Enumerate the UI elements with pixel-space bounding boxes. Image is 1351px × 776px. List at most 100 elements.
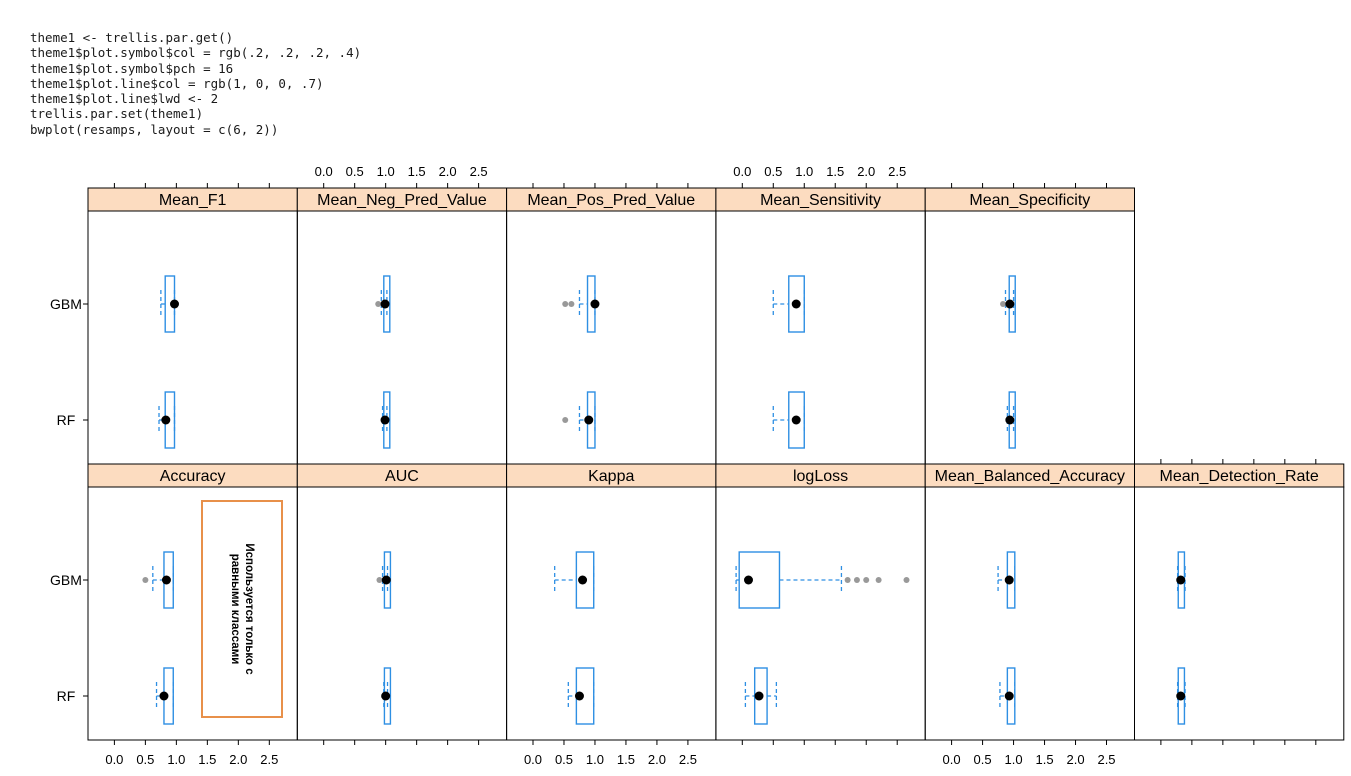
x-tick-label: 1.0 xyxy=(1005,752,1023,767)
x-tick-label: 0.5 xyxy=(136,752,154,767)
outlier-point xyxy=(853,577,860,583)
median-dot xyxy=(743,575,753,585)
median-dot xyxy=(754,691,764,701)
median-dot xyxy=(380,415,390,425)
category-label: RF xyxy=(57,412,76,428)
x-tick-label: 2.5 xyxy=(470,164,488,179)
x-tick-label: 0.0 xyxy=(315,164,333,179)
box xyxy=(788,391,805,449)
annotation-text: Используется только с равными классами xyxy=(228,509,256,709)
median-dot xyxy=(584,415,594,425)
median-dot xyxy=(381,575,391,585)
outlier-point xyxy=(844,577,851,583)
annotation-box xyxy=(201,500,283,718)
annotation-line: Используется только с xyxy=(243,543,255,675)
median-dot xyxy=(1176,575,1186,585)
annotation-line: равными классами xyxy=(229,553,241,665)
x-tick-label: 1.0 xyxy=(167,752,185,767)
x-tick-label: 1.5 xyxy=(826,164,844,179)
x-tick-label: 0.0 xyxy=(733,164,751,179)
median-dot xyxy=(791,299,801,309)
x-tick-label: 2.0 xyxy=(857,164,875,179)
x-tick-label: 1.5 xyxy=(198,752,216,767)
panel-strip-label: logLoss xyxy=(793,468,848,485)
median-dot xyxy=(380,299,390,309)
box xyxy=(738,551,781,609)
median-dot xyxy=(381,691,391,701)
median-dot xyxy=(170,299,180,309)
x-tick-label: 2.5 xyxy=(260,752,278,767)
median-dot xyxy=(590,299,600,309)
panel-body xyxy=(1134,486,1345,741)
r-code-block: theme1 <- trellis.par.get() theme1$plot.s… xyxy=(30,30,361,137)
code-line: theme1$plot.line$col = rgb(1, 0, 0, .7) xyxy=(30,75,324,91)
x-tick-label: 1.5 xyxy=(1036,752,1054,767)
x-tick-label: 1.5 xyxy=(617,752,635,767)
category-label: GBM xyxy=(50,296,82,312)
median-dot xyxy=(574,691,584,701)
median-dot xyxy=(161,415,171,425)
outlier-point xyxy=(562,301,569,307)
median-dot xyxy=(1004,691,1014,701)
outlier-point xyxy=(903,577,910,583)
panel-strip-label: Mean_Pos_Pred_Value xyxy=(527,192,695,209)
panel-body xyxy=(715,486,926,741)
median-dot xyxy=(578,575,588,585)
panel-body xyxy=(296,210,508,465)
x-tick-label: 2.0 xyxy=(648,752,666,767)
outlier-point xyxy=(375,301,382,307)
x-tick-label: 2.5 xyxy=(1097,752,1115,767)
x-tick-label: 1.0 xyxy=(377,164,395,179)
median-dot xyxy=(161,575,171,585)
code-line: bwplot(resamps, layout = c(6, 2)) xyxy=(30,121,279,137)
x-tick-label: 2.0 xyxy=(229,752,247,767)
x-tick-label: 2.0 xyxy=(439,164,457,179)
median-dot xyxy=(1005,299,1015,309)
outlier-point xyxy=(863,577,870,583)
panel-strip-label: Accuracy xyxy=(160,468,226,485)
x-tick-label: 0.0 xyxy=(524,752,542,767)
x-tick-label: 2.5 xyxy=(888,164,906,179)
panel-body xyxy=(924,210,1136,465)
outlier-point xyxy=(562,417,569,423)
outlier-point xyxy=(142,577,149,583)
x-tick-label: 0.5 xyxy=(346,164,364,179)
panel-strip-label: Mean_Balanced_Accuracy xyxy=(935,468,1125,485)
code-line: theme1$plot.line$lwd <- 2 xyxy=(30,91,219,107)
panel-strip-label: Mean_Specificity xyxy=(969,192,1090,209)
x-tick-label: 0.0 xyxy=(943,752,961,767)
panel-strip-label: Mean_F1 xyxy=(159,192,227,209)
median-dot xyxy=(1004,575,1014,585)
x-tick-label: 1.0 xyxy=(795,164,813,179)
outlier-point xyxy=(1000,301,1007,307)
category-label: RF xyxy=(57,688,76,704)
code-line: trellis.par.set(theme1) xyxy=(30,106,204,122)
x-tick-label: 2.5 xyxy=(679,752,697,767)
outlier-point xyxy=(875,577,882,583)
median-dot xyxy=(1176,691,1186,701)
code-line: theme1 <- trellis.par.get() xyxy=(30,30,234,45)
outlier-point xyxy=(376,577,383,583)
panel-strip-label: Mean_Neg_Pred_Value xyxy=(317,192,487,209)
panel-strip-label: Mean_Detection_Rate xyxy=(1160,468,1319,485)
x-tick-label: 0.5 xyxy=(974,752,992,767)
median-dot xyxy=(1005,415,1015,425)
panel-strip-label: Mean_Sensitivity xyxy=(760,192,881,209)
median-dot xyxy=(791,415,801,425)
x-tick-label: 0.0 xyxy=(105,752,123,767)
panel-body xyxy=(506,486,717,741)
panel-body xyxy=(87,210,298,465)
x-tick-label: 1.0 xyxy=(586,752,604,767)
x-tick-label: 2.0 xyxy=(1066,752,1084,767)
panel-body xyxy=(296,486,508,741)
box xyxy=(575,551,595,609)
outlier-point xyxy=(568,301,575,307)
panel-body xyxy=(924,486,1136,741)
box xyxy=(788,275,805,333)
panel-strip-label: AUC xyxy=(385,468,419,485)
panel-body xyxy=(715,210,926,465)
panel-body xyxy=(506,210,717,465)
x-tick-label: 1.5 xyxy=(408,164,426,179)
panel-strip-label: Kappa xyxy=(588,468,634,485)
